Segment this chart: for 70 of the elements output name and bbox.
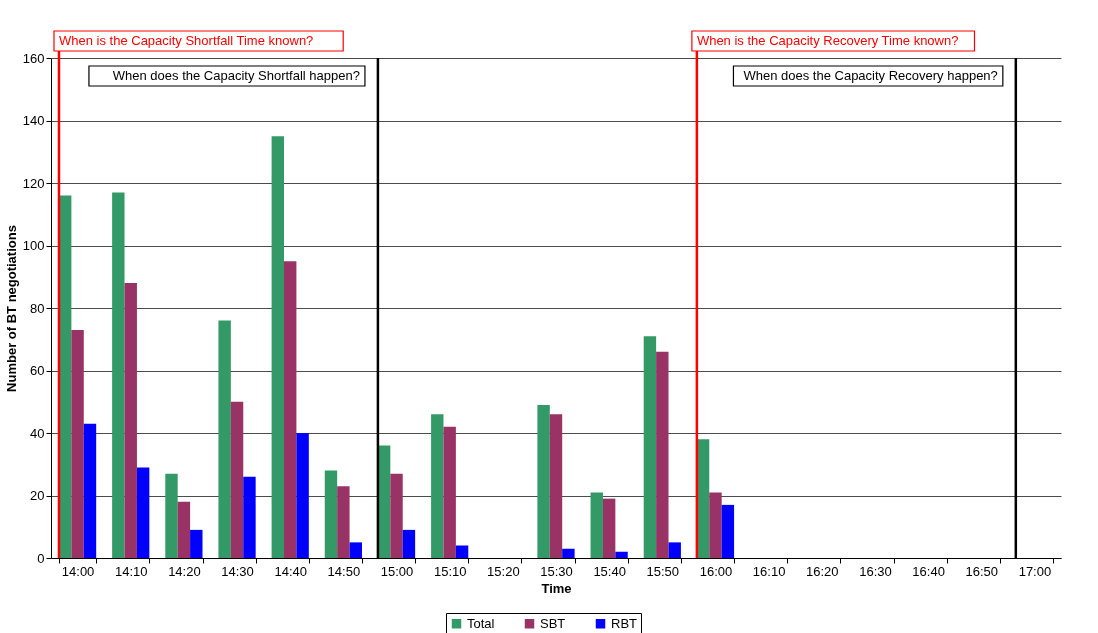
bar [390,473,403,558]
bar [668,542,681,558]
bar [602,498,616,558]
bar [431,414,444,558]
bar [656,351,669,558]
bar [83,423,97,558]
bar [243,476,256,558]
bar [615,551,628,558]
ref-line-label: When does the Capacity Shortfall happen? [112,68,360,83]
bar [537,404,550,558]
x-tick-label: 16:10 [752,563,786,579]
bar [402,529,416,558]
y-axis-title: Number of BT negotiations [3,225,19,392]
y-tick-label: 0 [37,550,45,566]
x-tick-label: 16:20 [806,563,839,579]
x-tick-label: 14:10 [114,563,148,579]
bar [71,329,84,558]
bar [124,283,137,558]
x-tick-label: 17:00 [1018,563,1052,579]
x-tick-label: 15:00 [380,563,414,579]
bar [455,545,469,558]
x-tick-label: 14:20 [168,563,201,579]
bar [190,529,203,558]
y-tick-label: 160 [22,50,45,66]
bar [709,492,722,558]
y-tick-label: 40 [30,425,45,441]
y-tick-label: 20 [30,488,45,503]
bar [721,504,735,558]
x-axis-title: Time [541,580,572,596]
bar [643,336,657,558]
bar [349,542,362,558]
bar [337,486,350,558]
legend-label: SBT [540,615,566,631]
bar [230,401,244,558]
bar [590,492,603,558]
x-tick-label: 15:30 [540,563,573,579]
legend-label: Total [467,615,495,631]
bar [296,433,309,558]
x-tick-label: 15:50 [646,563,680,579]
y-tick-label: 120 [22,175,45,191]
bar [177,501,191,558]
ref-line-label: When is the Capacity Shortfall Time known? [59,33,314,48]
bar [165,473,178,558]
bar [136,467,150,558]
bar [324,470,338,558]
x-tick-label: 16:40 [912,563,945,579]
x-tick-label: 14:50 [327,563,361,579]
x-tick-label: 15:40 [593,563,626,579]
bar [112,192,125,558]
legend-label: RBT [611,615,638,631]
x-tick-label: 15:10 [433,563,467,579]
x-tick-label: 15:20 [487,563,520,579]
y-tick-label: 60 [30,363,45,378]
x-tick-label: 14:40 [274,563,307,579]
bar [549,414,563,558]
y-tick-label: 80 [30,300,45,316]
x-tick-label: 14:00 [61,563,95,579]
bar [271,136,285,558]
bar [218,320,231,558]
bar [443,426,456,558]
bar [562,548,575,558]
x-tick-label: 16:30 [859,563,892,579]
y-tick-label: 100 [22,238,45,253]
bar [284,261,297,558]
ref-line-label: When does the Capacity Recovery happen? [743,68,998,83]
y-tick-label: 140 [22,113,45,128]
x-tick-label: 16:50 [965,563,999,579]
x-tick-label: 14:30 [221,563,254,579]
ref-line-label: When is the Capacity Recovery Time known? [696,33,959,48]
x-tick-label: 16:00 [699,563,733,579]
